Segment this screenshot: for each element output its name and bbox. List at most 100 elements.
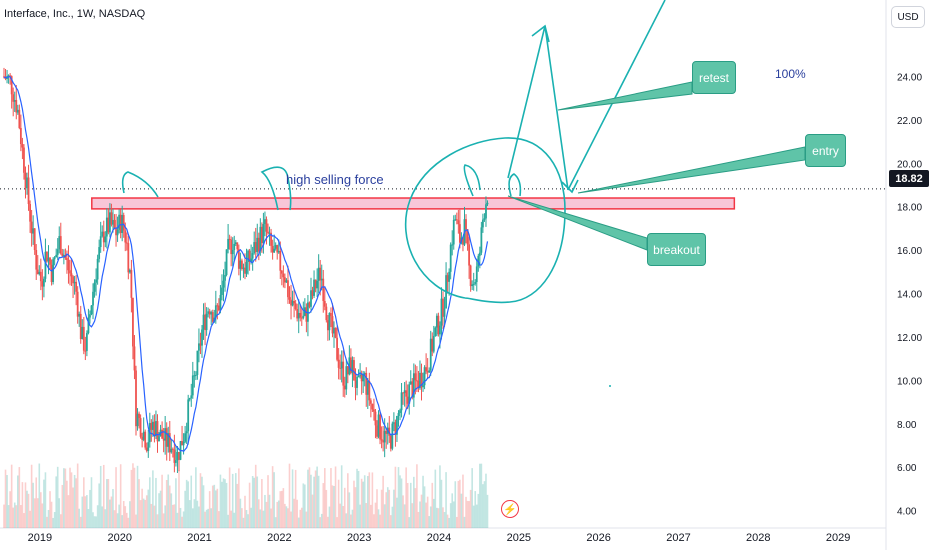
volume-bar	[144, 499, 147, 528]
volume-bar	[345, 513, 348, 528]
volume-bar	[230, 510, 232, 528]
candle-body	[217, 305, 220, 311]
volume-bar	[293, 498, 295, 528]
volume-bar	[261, 479, 263, 528]
retest-label[interactable]: retest	[692, 61, 736, 94]
volume-bar	[106, 479, 108, 528]
symbol-title[interactable]: Interface, Inc., 1W, NASDAQ	[4, 8, 146, 20]
volume-bar	[27, 493, 30, 528]
volume-bar	[63, 468, 65, 528]
candle-body	[190, 395, 193, 399]
hundred-percent-label: 100%	[775, 67, 806, 81]
candle-body	[135, 370, 137, 427]
retest-arrow	[561, 179, 579, 194]
volume-bar	[173, 504, 176, 528]
volume-bar	[55, 476, 57, 528]
candle-body	[202, 314, 205, 330]
candle-body	[480, 227, 483, 253]
currency-button[interactable]: USD	[891, 6, 925, 28]
volume-bar	[299, 509, 302, 528]
volume-bar	[254, 464, 257, 528]
volume-bar	[483, 481, 486, 528]
candle-body	[399, 410, 401, 414]
candle-body	[262, 224, 265, 244]
candle-body	[271, 245, 274, 253]
volume-bar	[38, 463, 41, 528]
volume-bar	[347, 473, 349, 528]
candle-body	[325, 306, 328, 321]
candle-body	[397, 413, 400, 416]
volume-bar	[205, 509, 208, 528]
volume-bar	[330, 468, 332, 528]
volume-bar	[213, 484, 216, 528]
volume-bar	[36, 498, 39, 528]
volume-bar	[388, 489, 391, 528]
volume-bar	[191, 508, 194, 528]
volume-bar	[13, 502, 16, 528]
y-tick-label: 18.00	[897, 203, 922, 214]
volume-bar	[479, 463, 481, 528]
volume-bar	[486, 494, 489, 528]
volume-bar	[274, 517, 277, 528]
volume-bar	[360, 478, 363, 528]
candle-body	[466, 229, 469, 245]
candle-body	[376, 425, 378, 437]
y-tick-label: 22.00	[897, 116, 922, 127]
lightning-icon[interactable]: ⚡	[501, 500, 519, 518]
candle-body	[144, 431, 147, 448]
candle-body	[455, 219, 458, 221]
volume-bar	[102, 464, 105, 528]
volume-bar	[446, 514, 449, 528]
volume-bar	[30, 464, 33, 528]
volume-bar	[110, 496, 113, 528]
volume-bar	[313, 476, 315, 528]
volume-bar	[452, 501, 455, 528]
volume-bar	[121, 515, 123, 528]
x-tick-label: 2019	[28, 532, 52, 544]
candle-body	[350, 357, 352, 373]
candle-body	[62, 254, 65, 257]
candle-body	[389, 435, 392, 449]
volume-bar	[195, 467, 197, 528]
volume-bar	[382, 475, 384, 528]
candle-body	[297, 312, 300, 319]
volume-bar	[93, 516, 96, 528]
candle-body	[394, 422, 397, 435]
y-tick-label: 14.00	[897, 290, 922, 301]
volume-bar	[104, 509, 107, 528]
volume-bar	[449, 503, 452, 528]
volume-bar	[322, 483, 325, 528]
breakout-label[interactable]: breakout	[647, 233, 706, 266]
volume-bar	[83, 477, 85, 528]
candle-body	[7, 75, 10, 77]
volume-bar	[225, 482, 228, 528]
candle-body	[55, 254, 58, 258]
candle-body	[382, 440, 385, 443]
candle-body	[141, 436, 144, 440]
candle-body	[104, 236, 107, 243]
candle-body	[296, 309, 299, 319]
candle-body	[359, 374, 362, 377]
volume-bar	[116, 513, 119, 528]
resistance-zone[interactable]	[91, 197, 736, 210]
candle-body	[328, 312, 331, 331]
candle-body	[288, 297, 291, 300]
volume-bar	[273, 472, 275, 528]
candle-body	[26, 177, 28, 189]
candle-body	[128, 270, 131, 273]
volume-bar	[40, 492, 42, 528]
candle-body	[161, 429, 163, 439]
volume-bar	[98, 483, 100, 528]
candle-body	[138, 413, 140, 419]
volume-bar	[368, 472, 371, 528]
entry-label[interactable]: entry	[805, 134, 846, 167]
stray-dot	[609, 385, 611, 387]
x-tick-label: 2025	[507, 532, 531, 544]
candle-body	[437, 315, 440, 335]
candle-body	[392, 422, 395, 424]
candle-body	[270, 232, 272, 246]
candle-body	[294, 303, 297, 310]
volume-bar	[190, 475, 193, 528]
